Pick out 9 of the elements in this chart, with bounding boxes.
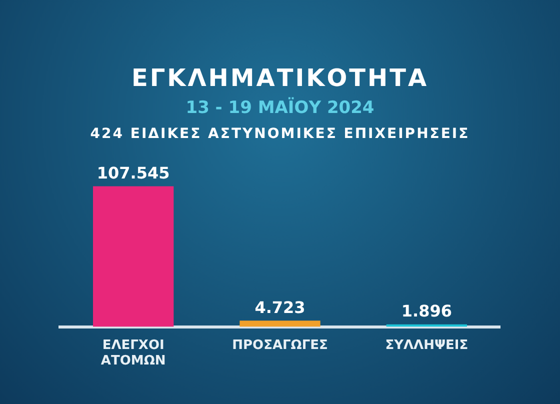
data-label: 1.896 [401, 301, 452, 320]
text: 424 ΕΙΔΙΚΕΣ ΑΣΤΥΝΟΜΙΚΕΣ ΕΠΙΧΕΙΡΗΣΕΙΣ [89, 126, 471, 142]
chart-subtitle: 13 - 19 ΜΑΪΟΥ 2024 [184, 98, 376, 118]
data-label: 4.723 [254, 298, 306, 317]
x-tick-label: ΕΛΕΓΧΟΙ ΑΤΟΜΩΝ [100, 338, 166, 369]
x-tick-label: ΣΥΛΛΗΨΕΙΣ [385, 338, 468, 353]
data-label: 107.545 [96, 163, 170, 182]
chart-title: ΕΓΚΛΗΜΑΤΙΚΟΤΗΤΑ [130, 64, 430, 92]
x-tick-label: ΠΡΟΣΑΓΩΓΕΣ [232, 338, 328, 353]
